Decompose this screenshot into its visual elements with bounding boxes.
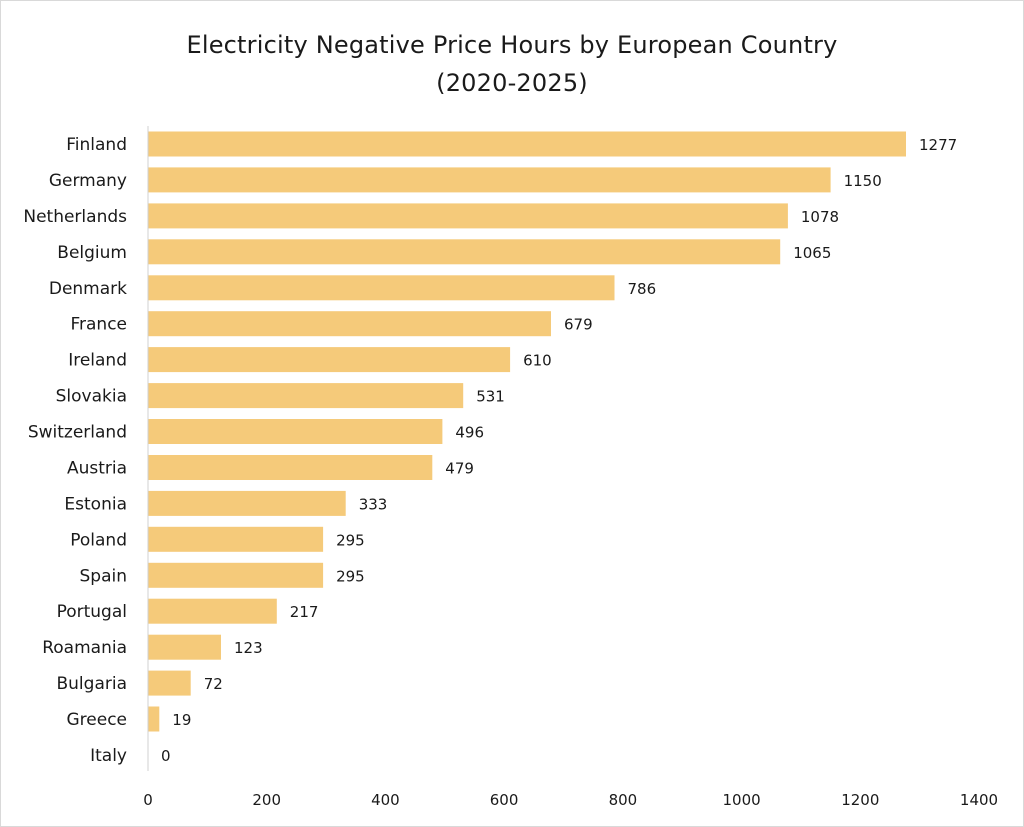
bar-estonia bbox=[148, 490, 346, 516]
value-label-estonia: 333 bbox=[359, 495, 388, 513]
category-label-denmark: Denmark bbox=[49, 279, 127, 299]
value-label-switzerland: 496 bbox=[455, 424, 484, 442]
x-tick-label-1200: 1200 bbox=[841, 791, 879, 809]
value-label-belgium: 1065 bbox=[793, 244, 831, 262]
value-label-germany: 1150 bbox=[844, 172, 882, 190]
bar-austria bbox=[148, 455, 433, 480]
value-label-slovakia: 531 bbox=[476, 388, 505, 406]
chart-title: Electricity Negative Price Hours by Euro… bbox=[186, 31, 838, 59]
category-label-germany: Germany bbox=[49, 171, 127, 191]
value-label-bulgaria: 72 bbox=[204, 675, 223, 693]
x-tick-label-400: 400 bbox=[371, 791, 400, 809]
x-tick-label-1000: 1000 bbox=[723, 791, 761, 809]
value-label-portugal: 217 bbox=[290, 603, 319, 621]
x-tick-label-800: 800 bbox=[609, 791, 638, 809]
value-label-poland: 295 bbox=[336, 531, 365, 549]
bars-layer bbox=[148, 131, 906, 732]
bar-bulgaria bbox=[148, 670, 191, 696]
bar-germany bbox=[148, 167, 831, 193]
category-label-roamania: Roamania bbox=[42, 638, 127, 658]
bar-belgium bbox=[148, 239, 781, 265]
category-label-ireland: Ireland bbox=[68, 351, 127, 371]
category-label-portugal: Portugal bbox=[57, 602, 127, 622]
bar-netherlands bbox=[148, 203, 788, 229]
value-label-greece: 19 bbox=[172, 711, 191, 729]
value-label-ireland: 610 bbox=[523, 352, 552, 370]
value-label-italy: 0 bbox=[161, 747, 171, 765]
category-labels: Finland Germany Netherlands Belgium Denmark F… bbox=[23, 135, 127, 766]
bar-poland bbox=[148, 526, 324, 552]
category-label-slovakia: Slovakia bbox=[56, 387, 127, 407]
x-tick-label-200: 200 bbox=[252, 791, 281, 809]
category-label-bulgaria: Bulgaria bbox=[57, 674, 128, 694]
category-label-poland: Poland bbox=[70, 530, 127, 550]
x-tick-label-600: 600 bbox=[490, 791, 519, 809]
category-label-finland: Finland bbox=[66, 135, 127, 155]
bar-ireland bbox=[148, 347, 511, 373]
chart-title-block: Electricity Negative Price Hours by Euro… bbox=[0, 26, 1024, 102]
bar-spain bbox=[148, 562, 324, 588]
value-label-roamania: 123 bbox=[234, 639, 263, 657]
value-label-france: 679 bbox=[564, 316, 593, 334]
value-label-denmark: 786 bbox=[628, 280, 657, 298]
category-label-austria: Austria bbox=[67, 459, 127, 479]
bar-portugal bbox=[148, 598, 277, 624]
value-label-austria: 479 bbox=[445, 460, 474, 478]
category-label-greece: Greece bbox=[66, 710, 127, 730]
bar-finland bbox=[148, 131, 906, 157]
bar-switzerland bbox=[148, 419, 443, 444]
value-label-netherlands: 1078 bbox=[801, 208, 839, 226]
category-label-switzerland: Switzerland bbox=[28, 423, 127, 443]
value-labels: 1277 1150 1078 1065 786 679 610 531 496 479 333 295… bbox=[161, 136, 957, 765]
value-label-finland: 1277 bbox=[919, 136, 957, 154]
category-label-france: France bbox=[70, 315, 127, 335]
x-tick-label-1400: 1400 bbox=[960, 791, 998, 809]
category-label-italy: Italy bbox=[90, 746, 127, 766]
bar-greece bbox=[148, 706, 160, 732]
bar-denmark bbox=[148, 275, 615, 301]
x-tick-labels: 0 200 400 600 800 1000 1200 1400 bbox=[143, 791, 998, 809]
category-label-spain: Spain bbox=[80, 566, 128, 586]
bar-slovakia bbox=[148, 383, 464, 409]
x-tick-label-0: 0 bbox=[143, 791, 153, 809]
bar-roamania bbox=[148, 634, 221, 660]
value-label-spain: 295 bbox=[336, 567, 365, 585]
category-label-estonia: Estonia bbox=[64, 494, 127, 514]
category-label-belgium: Belgium bbox=[57, 243, 127, 263]
category-label-netherlands: Netherlands bbox=[23, 207, 127, 227]
bar-france bbox=[148, 311, 551, 337]
chart-subtitle: (2020-2025) bbox=[436, 69, 588, 97]
